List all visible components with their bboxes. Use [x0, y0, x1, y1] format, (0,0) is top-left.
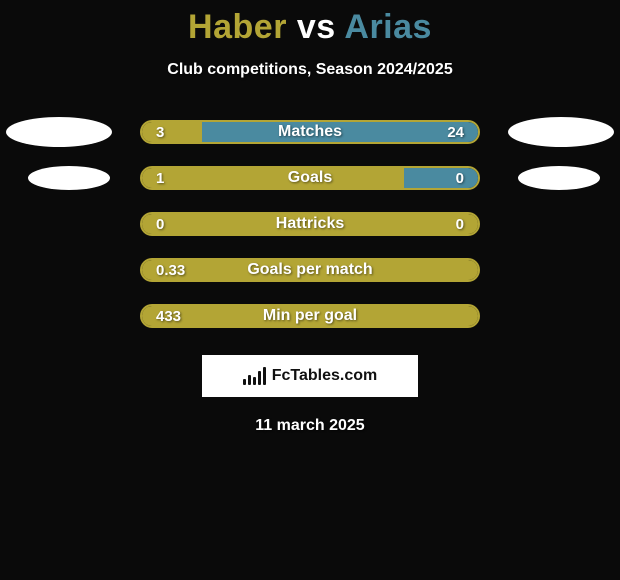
stat-bar: 10Goals [140, 166, 480, 190]
comparison-title: Haber vs Arias [0, 0, 620, 47]
stats-rows: 324Matches 10Goals 00Hattricks 0.33Goals pe… [0, 109, 620, 339]
stat-row: 0.33Goals per match [0, 247, 620, 293]
bar-left-fill [142, 260, 478, 280]
date-text: 11 march 2025 [0, 417, 620, 435]
stat-bar: 433Min per goal [140, 304, 480, 328]
player1-name: Haber [188, 8, 287, 46]
subtitle: Club competitions, Season 2024/2025 [0, 61, 620, 79]
stat-row: 00Hattricks [0, 201, 620, 247]
player1-oval [28, 166, 110, 190]
stat-bar: 0.33Goals per match [140, 258, 480, 282]
stat-row: 10Goals [0, 155, 620, 201]
player2-name: Arias [344, 8, 432, 46]
fctables-logo: FcTables.com [202, 355, 418, 397]
player1-oval [6, 117, 112, 147]
player2-oval [508, 117, 614, 147]
vs-text: vs [297, 8, 336, 46]
logo-text: FcTables.com [272, 367, 378, 385]
bar-right-fill [404, 168, 478, 188]
chart-icon [243, 367, 266, 385]
bar-left-fill [142, 306, 478, 326]
stat-row: 324Matches [0, 109, 620, 155]
bar-left-fill [142, 214, 478, 234]
stat-row: 433Min per goal [0, 293, 620, 339]
bar-left-fill [142, 168, 404, 188]
bar-left-fill [142, 122, 202, 142]
bar-right-fill [202, 122, 478, 142]
stat-bar: 324Matches [140, 120, 480, 144]
player2-oval [518, 166, 600, 190]
stat-bar: 00Hattricks [140, 212, 480, 236]
